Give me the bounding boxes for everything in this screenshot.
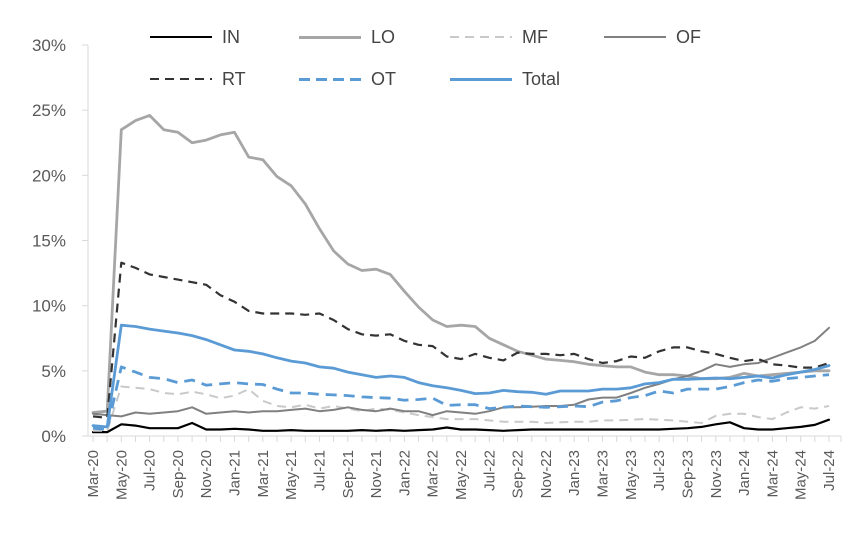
legend-item-of: OF: [604, 24, 701, 50]
x-tick-label: Sep-21: [340, 450, 357, 498]
x-tick-label: Sep-22: [510, 450, 527, 498]
legend-item-ot: OT: [299, 66, 396, 92]
series-line-mf: [93, 385, 830, 432]
series-line-total: [91, 323, 831, 429]
x-tick-label: May-20: [113, 450, 130, 500]
legend-label-in: IN: [222, 27, 240, 47]
x-tick-label: May-21: [283, 450, 300, 500]
legend-line-sample-rt: [150, 78, 212, 80]
legend-line-sample-mf: [450, 36, 512, 38]
x-tick-label: Nov-22: [538, 450, 555, 498]
x-tick-label: Nov-23: [708, 450, 725, 498]
legend-line-sample-lo: [299, 35, 361, 39]
x-tick-label: Sep-23: [679, 450, 696, 498]
x-tick-label: Nov-20: [198, 450, 215, 498]
x-tick-label: May-24: [793, 450, 810, 500]
x-tick-label: Mar-24: [764, 450, 781, 498]
x-tick-label: May-22: [453, 450, 470, 500]
legend-line-sample-total: [450, 77, 512, 81]
x-tick-label: Jul-23: [651, 450, 668, 491]
series-line-lo: [91, 114, 831, 414]
y-tick-label: 0%: [41, 427, 66, 446]
legend-item-total: Total: [450, 66, 560, 92]
x-tick-label: Sep-20: [170, 450, 187, 498]
y-tick-label: 25%: [32, 101, 66, 120]
legend-label-of: OF: [676, 27, 701, 47]
x-tick-label: Jan-24: [736, 450, 753, 496]
x-tick-label: Mar-23: [595, 450, 612, 498]
chart-legend: IN LO MF OF RT OT Total: [0, 0, 852, 100]
legend-label-total: Total: [522, 69, 561, 89]
legend-line-sample-in: [150, 36, 212, 38]
legend-item-lo: LO: [299, 24, 395, 50]
legend-item-rt: RT: [150, 66, 246, 92]
legend-label-lo: LO: [371, 27, 396, 47]
x-tick-label: Mar-21: [255, 450, 272, 498]
x-tick-label: Mar-22: [425, 450, 442, 498]
legend-label-ot: OT: [371, 69, 396, 89]
legend-line-sample-ot: [299, 77, 361, 81]
y-tick-label: 20%: [32, 166, 66, 185]
x-tick-label: Jan-21: [227, 450, 244, 496]
series-line-of: [92, 326, 830, 418]
y-tick-label: 5%: [41, 362, 66, 381]
legend-line-sample-of: [604, 36, 666, 38]
series-line-in: [91, 418, 831, 434]
legend-label-rt: RT: [222, 69, 246, 89]
x-tick-label: Nov-21: [368, 450, 385, 498]
x-tick-label: Jul-24: [821, 450, 838, 491]
x-tick-label: Jul-22: [481, 450, 498, 491]
y-tick-label: 15%: [32, 231, 66, 250]
legend-item-mf: MF: [450, 24, 548, 50]
x-tick-label: Jul-21: [311, 450, 328, 491]
x-tick-label: Mar-20: [85, 450, 102, 498]
y-tick-label: 30%: [32, 36, 66, 55]
x-tick-label: May-23: [623, 450, 640, 500]
series-line-ot: [92, 365, 830, 431]
x-tick-label: Jan-22: [396, 450, 413, 496]
legend-label-mf: MF: [522, 27, 548, 47]
x-tick-label: Jan-23: [566, 450, 583, 496]
legend-item-in: IN: [150, 24, 240, 50]
series-line-rt: [92, 261, 830, 419]
x-tick-label: Jul-20: [142, 450, 159, 491]
y-tick-label: 10%: [32, 297, 66, 316]
